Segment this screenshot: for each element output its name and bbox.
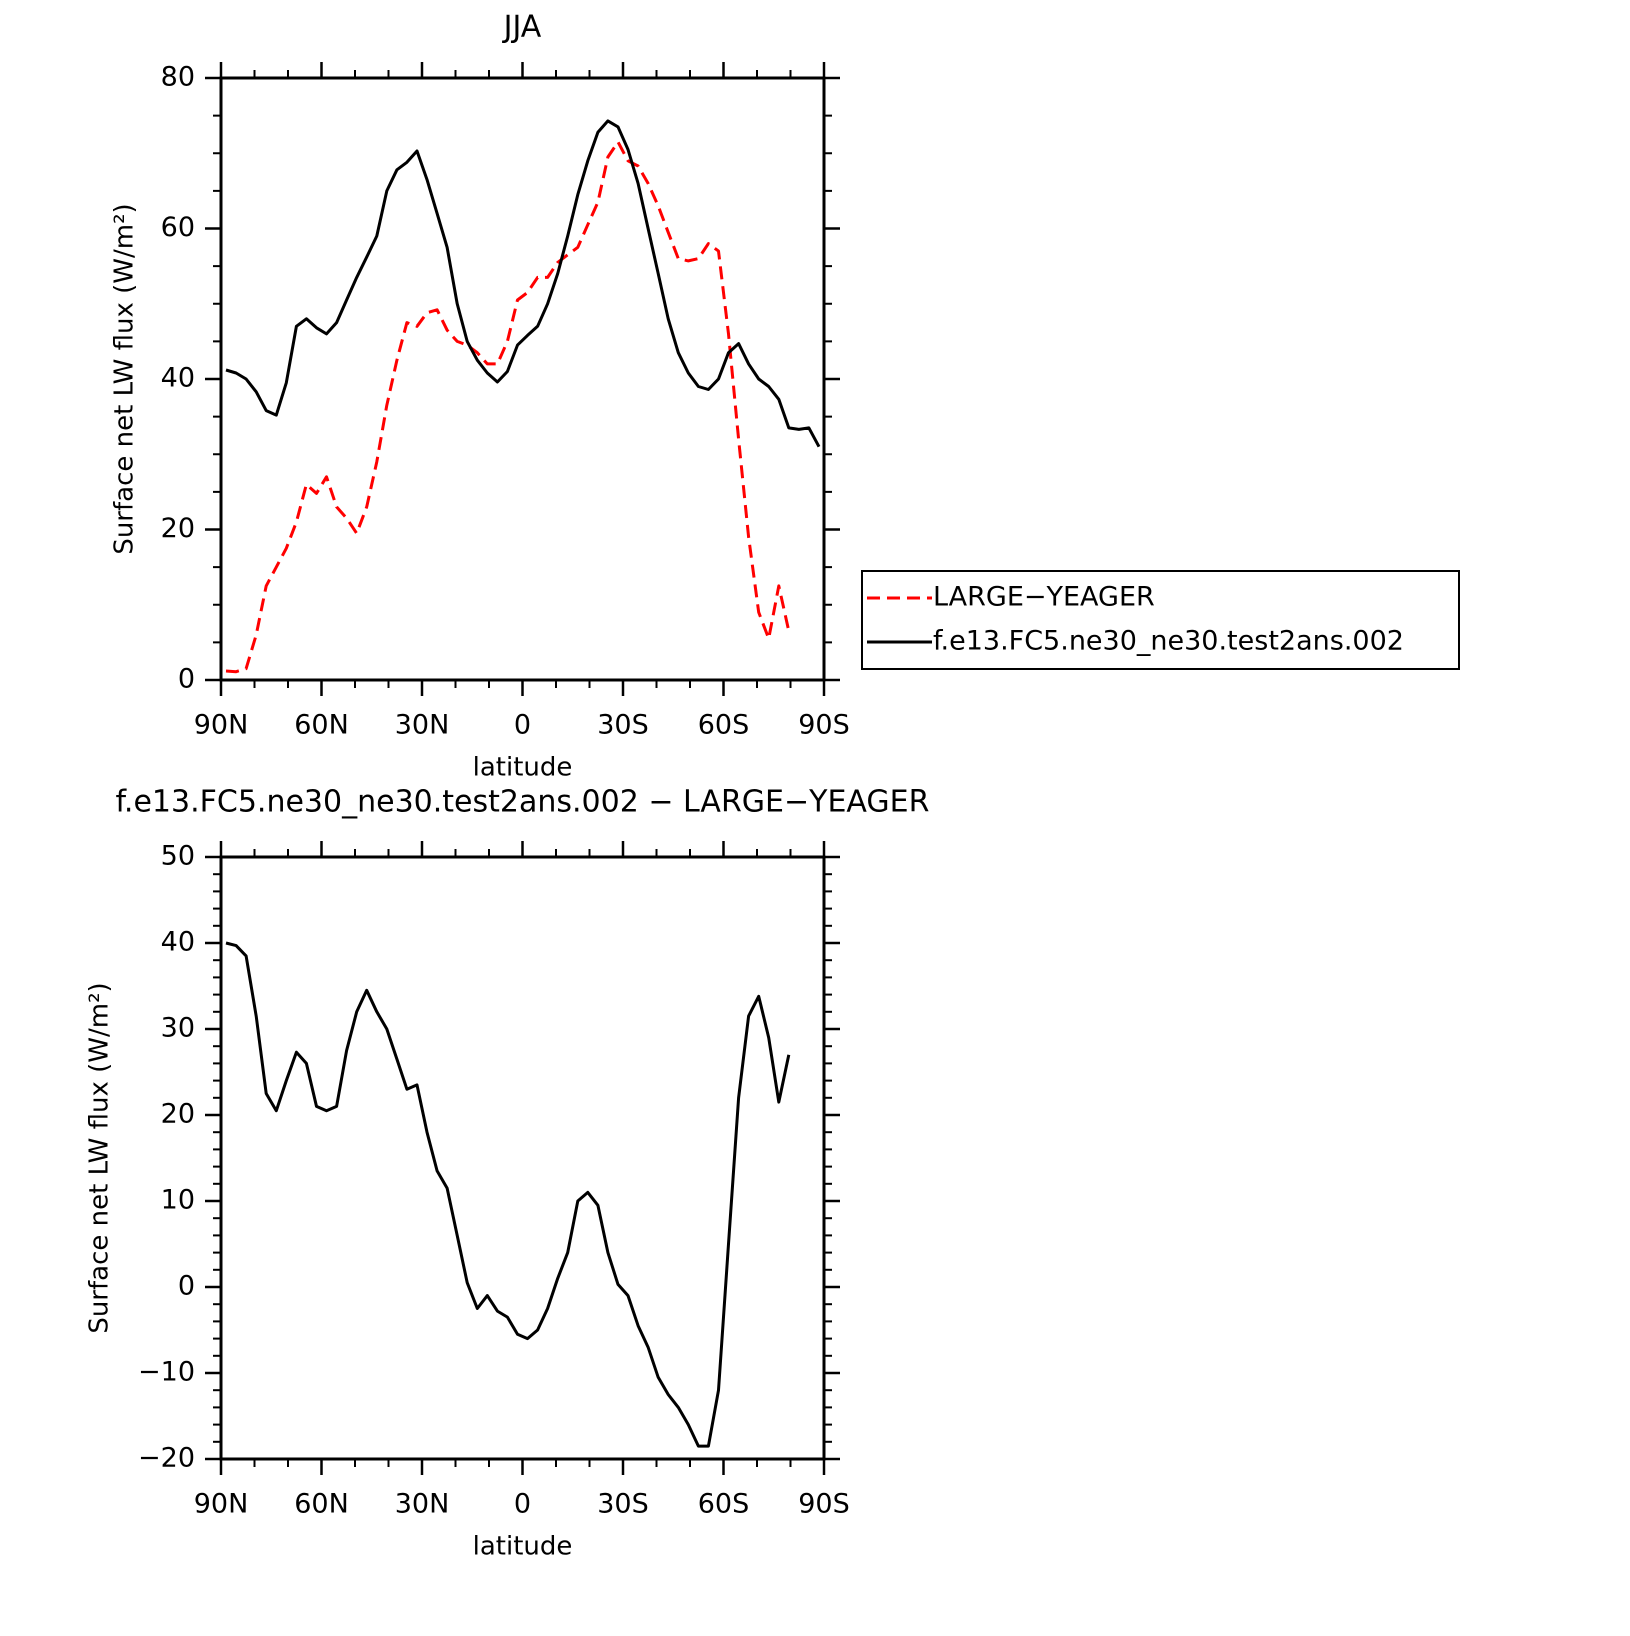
y-tick-label: 40 [161, 927, 195, 958]
x-tick-label: 60N [294, 1489, 349, 1520]
y-tick-label: 50 [161, 841, 195, 872]
y-tick-label: −20 [138, 1443, 195, 1474]
x-tick-label: 60N [294, 710, 349, 741]
legend-label: LARGE−YEAGER [933, 582, 1155, 613]
x-tick-label: 0 [514, 1489, 531, 1520]
data-line [225, 119, 821, 448]
data-line [225, 140, 791, 674]
y-tick-label: 30 [161, 1013, 195, 1044]
x-tick-label: 90N [194, 1489, 249, 1520]
x-tick-label: 60S [698, 710, 750, 741]
x-axis-label: latitude [473, 1532, 573, 1562]
y-tick-label: 60 [161, 212, 195, 243]
x-tick-label: 0 [514, 710, 531, 741]
x-tick-label: 30S [597, 710, 649, 741]
x-tick-label: 90S [798, 710, 850, 741]
y-axis-label: Surface net LW flux (W/m²) [110, 203, 140, 554]
chart-title: f.e13.FC5.ne30_ne30.test2ans.002 − LARGE… [116, 785, 930, 820]
y-axis-label: Surface net LW flux (W/m²) [85, 982, 115, 1333]
legend-box [861, 570, 1460, 670]
y-tick-label: 20 [161, 513, 195, 544]
x-tick-label: 60S [698, 1489, 750, 1520]
data-line [225, 941, 791, 1448]
y-tick-label: 10 [161, 1185, 195, 1216]
x-tick-label: 30N [395, 1489, 450, 1520]
y-tick-label: 0 [178, 664, 195, 695]
y-tick-label: 0 [178, 1271, 195, 1302]
x-tick-label: 30N [395, 710, 450, 741]
y-tick-label: 40 [161, 363, 195, 394]
legend-label: f.e13.FC5.ne30_ne30.test2ans.002 [933, 626, 1404, 657]
x-tick-label: 90S [798, 1489, 850, 1520]
x-axis-label: latitude [473, 753, 573, 783]
y-tick-label: −10 [138, 1357, 195, 1388]
y-tick-label: 20 [161, 1099, 195, 1130]
x-tick-label: 90N [194, 710, 249, 741]
x-tick-label: 30S [597, 1489, 649, 1520]
y-tick-label: 80 [161, 62, 195, 93]
plot-frame [219, 76, 826, 682]
chart-title: JJA [502, 10, 542, 45]
